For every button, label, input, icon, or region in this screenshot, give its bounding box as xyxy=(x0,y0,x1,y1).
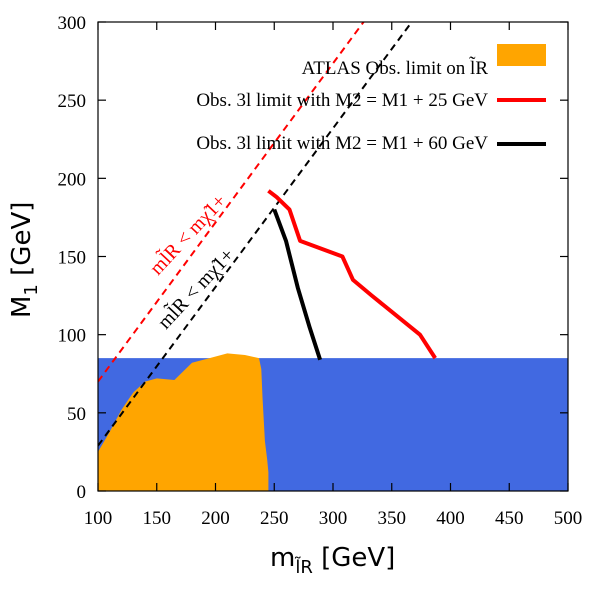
diagonal-red-kinematic-line xyxy=(98,22,365,383)
legend-atlas-label: ATLAS Obs. limit on l̃R xyxy=(302,55,489,79)
x-tick-label: 350 xyxy=(378,508,407,529)
y-tick-label: 0 xyxy=(77,482,87,503)
x-axis-ticks: 100 150 200 250 300 350 400 450 500 xyxy=(84,22,583,529)
series-limit-25gev-line xyxy=(267,189,437,360)
x-tick-label: 150 xyxy=(143,508,172,529)
legend-black-label: Obs. 3l limit with M2 = M1 + 60 GeV xyxy=(196,133,488,154)
legend-red-label: Obs. 3l limit with M2 = M1 + 25 GeV xyxy=(196,90,488,111)
y-axis-title: M1 [GeV] xyxy=(7,202,42,318)
y-tick-label: 50 xyxy=(67,404,86,425)
y-tick-label: 100 xyxy=(58,326,87,347)
legend-atlas-swatch xyxy=(497,44,546,66)
x-tick-label: 500 xyxy=(554,508,583,529)
x-tick-label: 300 xyxy=(319,508,348,529)
x-tick-label: 200 xyxy=(201,508,230,529)
x-axis-title: ml̃R [GeV] xyxy=(270,543,395,578)
diagonal-black-kinematic-line xyxy=(98,22,413,447)
y-tick-label: 200 xyxy=(58,169,87,190)
y-tick-label: 250 xyxy=(58,91,87,112)
y-tick-label: 150 xyxy=(58,248,87,269)
x-tick-label: 250 xyxy=(260,508,289,529)
y-tick-label: 300 xyxy=(58,13,87,34)
x-tick-label: 450 xyxy=(495,508,524,529)
y-axis-ticks: 0 50 100 150 200 250 300 xyxy=(58,13,568,503)
x-tick-label: 100 xyxy=(84,508,113,529)
x-tick-label: 400 xyxy=(436,508,465,529)
plot-area xyxy=(98,22,568,491)
series-limit-60gev-line xyxy=(272,208,323,361)
atlas-excluded-region xyxy=(98,353,269,491)
legend: ATLAS Obs. limit on l̃R Obs. 3l limit wi… xyxy=(196,44,546,154)
